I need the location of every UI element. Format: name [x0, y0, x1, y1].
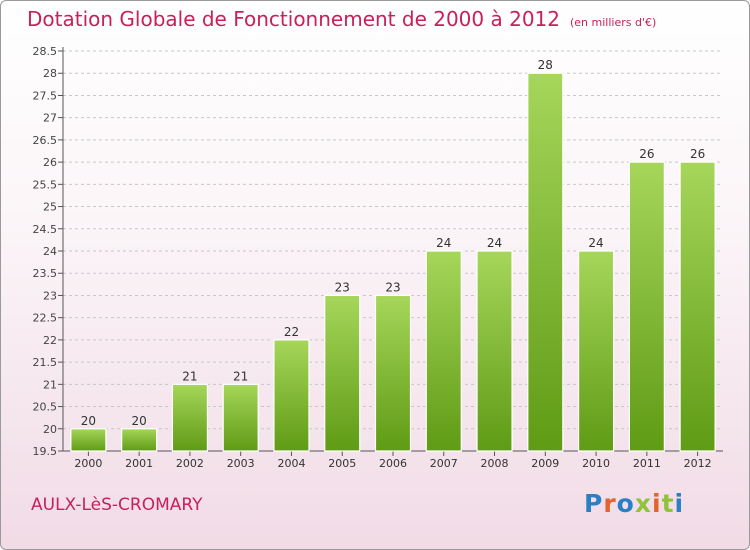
bar-value-label: 21	[233, 369, 248, 383]
x-tick-label: 2003	[227, 457, 255, 470]
logo-letter: P	[584, 489, 604, 518]
x-tick-label: 2011	[633, 457, 661, 470]
bar	[70, 428, 107, 452]
x-tick-label: 2002	[176, 457, 204, 470]
x-tick-label: 2005	[328, 457, 356, 470]
x-tick-label: 2010	[582, 457, 610, 470]
bar	[171, 383, 209, 452]
bar	[476, 250, 513, 452]
y-tick-label: 20	[43, 423, 57, 436]
x-tick-label: 2006	[379, 457, 407, 470]
y-tick-label: 24	[43, 245, 57, 258]
chart-subtitle: (en milliers d'€)	[570, 16, 657, 29]
logo-letter: x	[634, 489, 652, 518]
logo-letter: i	[674, 489, 685, 518]
bar-value-label: 20	[132, 414, 147, 428]
logo-letter: r	[603, 489, 617, 518]
x-tick-label: 2001	[125, 457, 153, 470]
bar-value-label: 26	[690, 147, 705, 161]
y-tick-label: 24.5	[33, 223, 58, 236]
y-tick-label: 25.5	[33, 178, 58, 191]
bar-value-label: 24	[487, 236, 502, 250]
y-tick-label: 23	[43, 289, 57, 302]
bar-value-label: 24	[436, 236, 451, 250]
commune-name: AULX-LèS-CROMARY	[31, 495, 203, 515]
x-tick-label: 2009	[531, 457, 559, 470]
y-tick-label: 19.5	[33, 445, 58, 458]
bar-value-label: 21	[182, 369, 197, 383]
bar	[527, 72, 564, 452]
bar-value-label: 28	[538, 58, 553, 72]
chart-title-text: Dotation Globale de Fonctionnement de 20…	[27, 7, 560, 31]
bar	[679, 161, 716, 452]
x-tick-label: 2004	[277, 457, 305, 470]
bar	[425, 250, 462, 452]
y-tick-label: 20.5	[33, 401, 58, 414]
y-tick-label: 28	[43, 67, 57, 80]
y-tick-label: 27	[43, 112, 57, 125]
bar	[121, 428, 158, 452]
bar-value-label: 22	[284, 325, 299, 339]
logo-letter: i	[652, 489, 662, 518]
y-tick-label: 26.5	[33, 134, 58, 147]
logo-letter: o	[616, 489, 635, 518]
y-tick-label: 22.5	[33, 312, 58, 325]
y-tick-label: 27.5	[33, 89, 58, 102]
y-tick-label: 22	[43, 334, 57, 347]
y-tick-label: 21.5	[33, 356, 58, 369]
y-tick-label: 25	[43, 201, 57, 214]
bar-value-label: 20	[81, 414, 96, 428]
bar-value-label: 23	[385, 280, 400, 294]
x-tick-label: 2000	[74, 457, 102, 470]
bar	[577, 250, 615, 452]
bar-value-label: 24	[588, 236, 603, 250]
bar	[324, 294, 361, 452]
bar	[374, 294, 412, 452]
y-tick-label: 28.5	[33, 45, 58, 58]
y-tick-label: 23.5	[33, 267, 58, 280]
bar	[628, 161, 665, 452]
x-tick-label: 2008	[481, 457, 509, 470]
y-tick-label: 21	[43, 378, 57, 391]
bar	[222, 383, 259, 452]
chart-title: Dotation Globale de Fonctionnement de 20…	[27, 7, 656, 31]
proxiti-logo: Proxiti	[584, 489, 684, 518]
bar-value-label: 23	[335, 280, 350, 294]
y-tick-label: 26	[43, 156, 57, 169]
bar-value-label: 26	[639, 147, 654, 161]
x-tick-label: 2012	[684, 457, 712, 470]
logo-letter: t	[661, 489, 675, 518]
bar	[273, 339, 310, 452]
x-tick-label: 2007	[430, 457, 458, 470]
